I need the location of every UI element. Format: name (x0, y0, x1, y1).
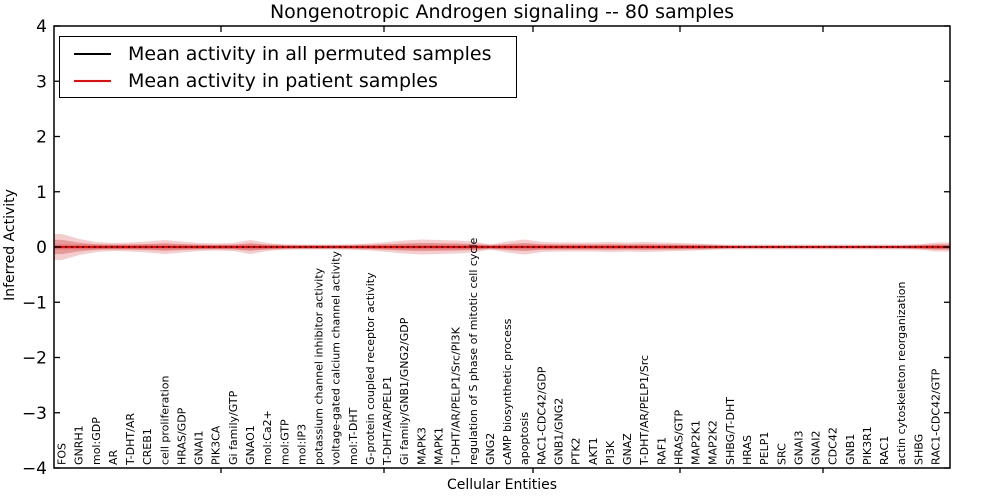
y-tick-label: 4 (36, 17, 47, 37)
x-tick-label: voltage-gated calcium channel activity (330, 250, 343, 465)
y-tick-label: 3 (36, 72, 47, 92)
x-tick-label: RAC1-CDC42/GDP (535, 366, 548, 465)
x-tick-label: mol:IP3 (295, 424, 308, 465)
x-tick-label: mol:Ca2+ (261, 410, 274, 465)
x-tick-label: MAP2K1 (690, 420, 703, 465)
x-tick-label: AKT1 (587, 437, 600, 465)
x-tick-label: G-protein coupled receptor activity (364, 272, 377, 465)
x-tick-label: apoptosis (518, 412, 531, 465)
x-tick-label: mol:GDP (90, 417, 103, 465)
x-tick-label: GNAI2 (810, 430, 823, 465)
x-tick-label: T-DHT/AR/PELP1 (381, 376, 394, 466)
x-tick-label: GNB1/GNG2 (552, 398, 565, 465)
legend: Mean activity in all permuted samples Me… (59, 36, 517, 98)
x-tick-label: Gi family/GNB1/GNG2/GDP (398, 317, 411, 465)
y-tick-label: −3 (22, 404, 47, 424)
y-axis-label: Inferred Activity (2, 189, 18, 301)
x-tick-label: mol:GTP (278, 419, 291, 465)
y-tick-label: −1 (22, 293, 47, 313)
y-tick-label: −2 (22, 349, 47, 369)
x-tick-label: GNRH1 (73, 425, 86, 465)
x-tick-label: RAC1-CDC42/GTP (930, 368, 943, 465)
x-tick-label: RAF1 (655, 437, 668, 465)
x-tick-label: PI3K (604, 440, 617, 465)
y-tick-label: 2 (36, 128, 47, 148)
x-tick-label: HRAS/GTP (672, 409, 685, 465)
patient-line-swatch (74, 79, 111, 82)
x-tick-label: GNAO1 (244, 425, 257, 465)
x-tick-label: actin cytoskeleton reorganization (895, 281, 908, 465)
x-tick-label: T-DHT/AR (124, 413, 137, 466)
x-tick-label: MAP2K2 (707, 420, 720, 465)
x-tick-label: AR (107, 449, 120, 465)
legend-label-patient: Mean activity in patient samples (128, 69, 438, 92)
legend-item-permuted: Mean activity in all permuted samples (74, 40, 516, 67)
x-tick-label: GNG2 (484, 433, 497, 465)
x-tick-label: MAPK1 (433, 427, 446, 465)
x-tick-label: Gi family/GTP (227, 390, 240, 465)
x-tick-label: MAPK3 (415, 427, 428, 465)
legend-item-patient: Mean activity in patient samples (74, 67, 516, 94)
y-tick-label: −4 (22, 459, 47, 479)
chart-title: Nongenotropic Androgen signaling -- 80 s… (269, 1, 735, 23)
x-tick-label: GNAI3 (792, 430, 805, 465)
y-tick-label: 1 (36, 183, 47, 203)
x-tick-label: GNB1 (844, 434, 857, 465)
x-tick-label: PIK3CA (210, 425, 223, 465)
x-tick-label: CDC42 (827, 427, 840, 465)
x-tick-label: FOS (56, 443, 69, 465)
x-tick-label: PIK3R1 (861, 426, 874, 465)
x-tick-label: mol:T-DHT (347, 407, 360, 465)
x-tick-label: CREB1 (141, 428, 154, 465)
y-tick-label: 0 (36, 238, 47, 258)
x-tick-label: regulation of S phase of mitotic cell cy… (467, 237, 480, 465)
x-tick-label: PTK2 (570, 437, 583, 465)
x-tick-label: potassium channel inhibitor activity (313, 267, 326, 465)
x-tick-label: HRAS/GDP (175, 407, 188, 465)
legend-label-permuted: Mean activity in all permuted samples (128, 42, 492, 65)
x-tick-label: SHBG (912, 434, 925, 465)
permuted-line-swatch (74, 52, 111, 55)
x-tick-label: SHBG/T-DHT (724, 397, 737, 465)
x-tick-label: RAC1 (878, 436, 891, 465)
x-tick-label: PELP1 (758, 432, 771, 465)
x-tick-label: SRC (775, 443, 788, 465)
x-tick-label: T-DHT/AR/PELP1/Src (638, 355, 651, 466)
x-tick-label: GNAZ (621, 433, 634, 465)
x-tick-label: T-DHT/AR/PELP1/Src/PI3K (450, 326, 463, 466)
x-tick-label: HRAS (741, 435, 754, 465)
x-tick-label: cell proliferation (158, 375, 171, 465)
x-tick-label: cAMP biosynthetic process (501, 318, 514, 465)
x-axis-label: Cellular Entities (446, 477, 558, 493)
x-tick-label: GNAI1 (193, 430, 206, 465)
